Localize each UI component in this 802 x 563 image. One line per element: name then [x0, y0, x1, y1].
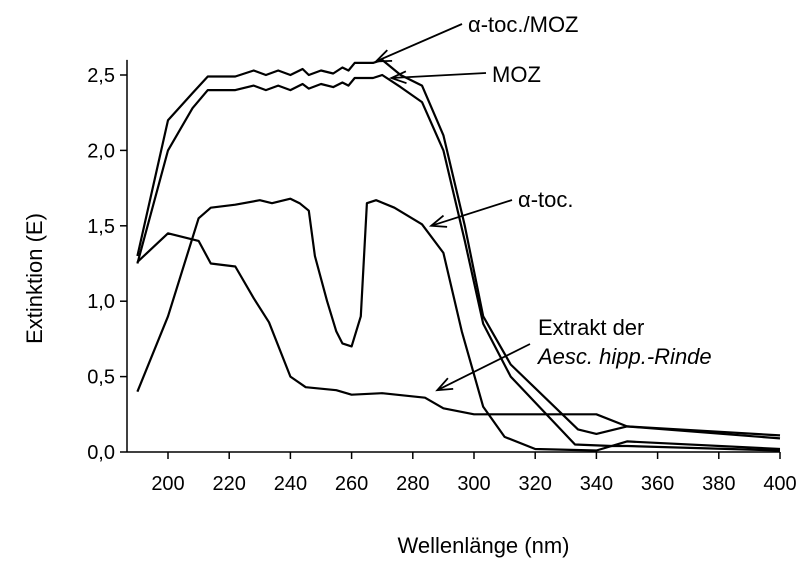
annotation-alpha-toc-moz: α-toc./MOZ	[468, 12, 579, 37]
arrow-alpha-toc-head	[428, 214, 448, 228]
x-tick-label: 200	[151, 473, 184, 495]
arrow-alpha-toc	[430, 199, 513, 227]
x-tick-label: 380	[702, 473, 735, 495]
arrow-alpha-toc-moz-head	[373, 49, 393, 63]
series-line-alpha-toc	[136, 197, 781, 452]
series-line-extract	[136, 232, 781, 440]
x-tick-label: 240	[274, 473, 307, 495]
y-tick-label: 0,0	[87, 442, 115, 464]
arrow-moz-head	[388, 70, 407, 85]
axes	[126, 59, 780, 453]
arrow-moz	[391, 72, 487, 79]
x-tick-label: 400	[763, 473, 796, 495]
annotation-extract-line1: Extrakt der	[538, 315, 644, 340]
x-axis-title: Wellenlänge (nm)	[397, 533, 569, 558]
y-tick-label: 2,5	[87, 65, 115, 87]
annotation-moz: MOZ	[492, 62, 541, 87]
arrow-extract	[436, 343, 531, 391]
series-group	[136, 58, 781, 452]
series-line-alpha-toc-moz	[136, 58, 781, 437]
y-axis-title: Extinktion (E)	[22, 213, 47, 344]
y-tick-label: 1,5	[87, 216, 115, 238]
arrow-alpha-toc-moz	[375, 23, 463, 63]
x-tick-label: 260	[335, 473, 368, 495]
annotation-extract-line2: Aesc. hipp.-Rinde	[536, 344, 712, 369]
y-tick-label: 0,5	[87, 367, 115, 389]
y-axis-ticks: 0,0 0,5 1,0 1,5 2,0 2,5	[87, 65, 127, 464]
annotation-alpha-toc: α-toc.	[518, 187, 574, 212]
y-tick-label: 2,0	[87, 140, 115, 162]
annotation-arrows	[373, 23, 531, 392]
series-line-moz	[136, 73, 781, 452]
x-tick-label: 320	[519, 473, 552, 495]
y-tick-label: 1,0	[87, 291, 115, 313]
x-tick-label: 280	[396, 473, 429, 495]
x-tick-label: 220	[213, 473, 246, 495]
x-tick-label: 360	[641, 473, 674, 495]
x-axis-ticks: 200 220 240 260 280 300 320 340 360 380 400	[151, 452, 797, 495]
arrow-extract-head	[435, 377, 454, 392]
x-tick-label: 300	[457, 473, 490, 495]
x-tick-label: 340	[580, 473, 613, 495]
